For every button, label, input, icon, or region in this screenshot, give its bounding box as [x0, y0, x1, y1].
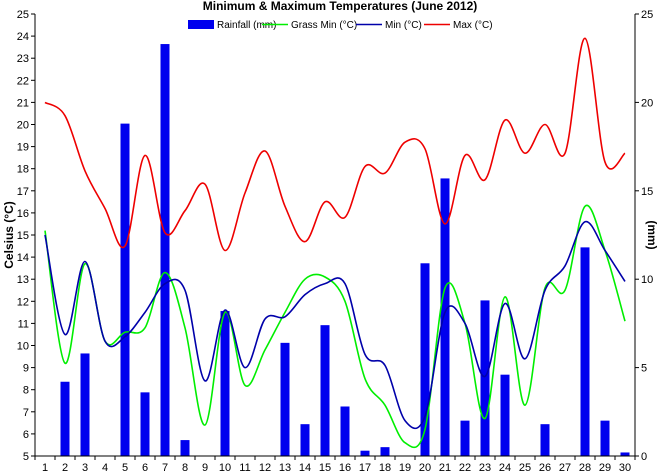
y-left-tick-label: 14: [17, 252, 29, 264]
y-left-axis-label: Celsius (°C): [2, 201, 16, 268]
x-tick-label: 19: [399, 462, 411, 474]
rainfall-bar: [180, 440, 190, 456]
x-tick-label: 13: [279, 462, 291, 474]
rainfall-bar: [500, 374, 510, 456]
rainfall-bar: [120, 123, 130, 456]
x-tick-label: 10: [219, 462, 231, 474]
y-right-axis-label: (mm): [645, 220, 659, 249]
rainfall-bar: [160, 44, 170, 456]
x-tick-label: 16: [339, 462, 351, 474]
y-left-tick-label: 9: [23, 363, 29, 375]
x-tick-label: 28: [579, 462, 591, 474]
x-tick-label: 8: [182, 462, 188, 474]
rainfall-bar: [440, 178, 450, 456]
y-right-tick-label: 20: [641, 97, 653, 109]
y-right-tick-label: 10: [641, 274, 653, 286]
rainfall-bar: [380, 447, 390, 456]
y-left-ticks: 5 6 7 8 9 10 11 12 13 14 15 16 17 18 19 20 21 22 23 24 25: [17, 9, 35, 463]
x-tick-label: 4: [102, 462, 108, 474]
y-left-tick-label: 23: [17, 53, 29, 65]
x-tick-label: 22: [459, 462, 471, 474]
rainfall-bar: [220, 311, 230, 456]
x-tick-label: 6: [142, 462, 148, 474]
max-c-line: [44, 37, 626, 252]
x-tick-label: 7: [162, 462, 168, 474]
rainfall-bar: [140, 392, 150, 456]
y-left-tick-label: 17: [17, 186, 29, 198]
y-right-tick-label: 25: [641, 9, 653, 21]
legend-swatch-rainfall-mm: [188, 20, 214, 29]
x-tick-label: 25: [519, 462, 531, 474]
rainfall-bar: [460, 420, 470, 456]
x-tick-label: 18: [379, 462, 391, 474]
x-tick-label: 29: [599, 462, 611, 474]
x-tick-label: 9: [202, 462, 208, 474]
x-tick-label: 26: [539, 462, 551, 474]
rainfall-bar: [300, 424, 310, 456]
x-tick-label: 23: [479, 462, 491, 474]
y-left-tick-label: 18: [17, 164, 29, 176]
x-tick-label: 12: [259, 462, 271, 474]
y-left-tick-label: 12: [17, 296, 29, 308]
x-tick-label: 17: [359, 462, 371, 474]
x-ticks: 1 2 3 4 5 6 7 8 9 10 11 12 13 14 15 16 17 18 19 20 21 22 23 24 2…: [34, 456, 636, 474]
rainfall-bar: [80, 353, 90, 456]
legend: Rainfall (mm) Grass Min (°C) Min (°C) Max (…: [188, 20, 493, 31]
x-tick-label: 24: [499, 462, 511, 474]
y-right-tick-label: 0: [641, 451, 647, 463]
rainfall-bar: [420, 263, 430, 456]
y-left-tick-label: 16: [17, 208, 29, 220]
y-left-tick-label: 22: [17, 75, 29, 87]
y-left-tick-label: 13: [17, 274, 29, 286]
x-tick-label: 11: [239, 462, 250, 474]
x-tick-label: 30: [619, 462, 631, 474]
rainfall-bar: [580, 247, 590, 456]
x-tick-label: 3: [82, 462, 88, 474]
min-c-line: [44, 220, 626, 430]
rainfall-bar: [360, 450, 370, 456]
rainfall-bar: [60, 381, 70, 456]
y-left-tick-label: 25: [17, 9, 29, 21]
y-left-tick-label: 11: [18, 318, 29, 330]
x-tick-label: 14: [299, 462, 311, 474]
rainfall-bars: [60, 44, 630, 456]
y-left-tick-label: 5: [23, 451, 29, 463]
rainfall-bar: [540, 424, 550, 456]
y-left-tick-label: 6: [23, 429, 29, 441]
y-right-tick-label: 5: [641, 363, 647, 375]
y-left-tick-label: 19: [17, 142, 29, 154]
legend-label-rainfall-mm: Rainfall (mm): [217, 20, 276, 31]
legend-label-grass-min-c: Grass Min (°C): [291, 20, 357, 31]
x-tick-label: 1: [42, 462, 48, 474]
y-left-tick-label: 8: [23, 385, 29, 397]
temperature-lines: [44, 37, 626, 449]
x-tick-label: 2: [62, 462, 68, 474]
rainfall-bar: [320, 325, 330, 456]
x-tick-label: 21: [439, 462, 451, 474]
y-left-tick-label: 10: [17, 341, 29, 353]
y-right-tick-label: 15: [641, 186, 653, 198]
rainfall-bar: [280, 342, 290, 456]
x-tick-label: 15: [319, 462, 331, 474]
x-tick-label: 27: [559, 462, 571, 474]
y-left-tick-label: 20: [17, 120, 29, 132]
y-right-ticks: 0 5 10 15 20 25: [635, 9, 653, 463]
y-left-tick-label: 7: [23, 407, 29, 419]
legend-label-max-c: Max (°C): [453, 20, 493, 31]
rainfall-bar: [620, 452, 630, 456]
rainfall-bar: [600, 420, 610, 456]
legend-label-min-c: Min (°C): [385, 20, 422, 31]
y-left-tick-label: 21: [17, 97, 29, 109]
grass-min-c-line: [44, 204, 626, 449]
y-left-tick-label: 24: [17, 31, 29, 43]
x-tick-label: 5: [122, 462, 128, 474]
y-left-tick-label: 15: [17, 230, 29, 242]
rainfall-bar: [480, 300, 490, 456]
x-tick-label: 20: [419, 462, 431, 474]
chart-title: Minimum & Maximum Temperatures (June 201…: [203, 0, 478, 13]
rainfall-bar: [340, 406, 350, 456]
